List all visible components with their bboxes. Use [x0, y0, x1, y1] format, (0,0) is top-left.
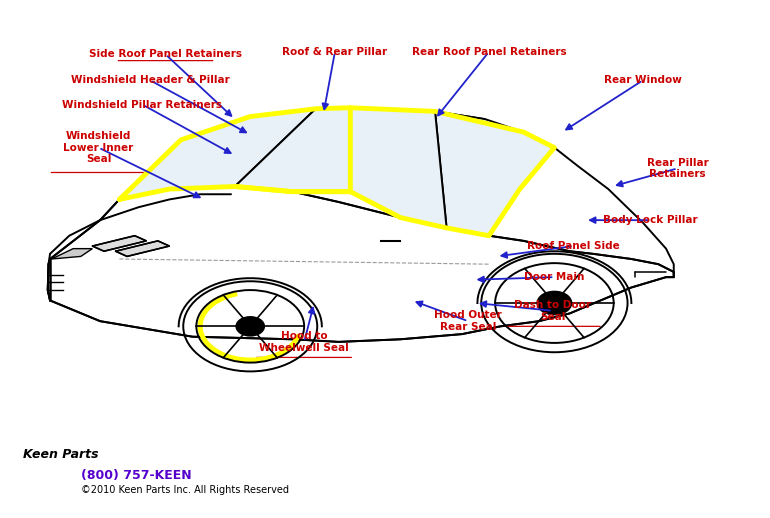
- Text: Windshield Pillar Retainers: Windshield Pillar Retainers: [62, 99, 223, 110]
- Text: (800) 757-KEEN: (800) 757-KEEN: [81, 469, 192, 482]
- Polygon shape: [92, 236, 146, 251]
- Polygon shape: [48, 186, 674, 342]
- Text: Door Main: Door Main: [524, 272, 584, 282]
- Text: Hood Outer
Rear Seal: Hood Outer Rear Seal: [434, 310, 502, 332]
- Polygon shape: [116, 241, 169, 256]
- Text: Roof Panel Side: Roof Panel Side: [527, 241, 620, 251]
- Circle shape: [236, 317, 264, 336]
- Polygon shape: [435, 111, 554, 236]
- Text: Dash to Door
Seal: Dash to Door Seal: [514, 300, 591, 322]
- Polygon shape: [52, 249, 92, 259]
- Polygon shape: [350, 108, 447, 228]
- Text: ©2010 Keen Parts Inc. All Rights Reserved: ©2010 Keen Parts Inc. All Rights Reserve…: [81, 485, 289, 495]
- Circle shape: [537, 292, 571, 314]
- Text: Keen Parts: Keen Parts: [23, 449, 99, 462]
- Text: Hood to
Wheelwell Seal: Hood to Wheelwell Seal: [259, 331, 349, 353]
- Text: Rear Pillar
Retainers: Rear Pillar Retainers: [647, 157, 708, 179]
- Text: Roof & Rear Pillar: Roof & Rear Pillar: [283, 47, 387, 57]
- Text: Rear Roof Panel Retainers: Rear Roof Panel Retainers: [412, 47, 566, 57]
- Text: Side Roof Panel Retainers: Side Roof Panel Retainers: [89, 49, 242, 60]
- Text: Body Lock Pillar: Body Lock Pillar: [604, 215, 698, 225]
- Text: Windshield
Lower Inner
Seal: Windshield Lower Inner Seal: [63, 131, 134, 164]
- Polygon shape: [235, 108, 350, 192]
- Text: Windshield Header & Pillar: Windshield Header & Pillar: [71, 75, 229, 85]
- Text: Rear Window: Rear Window: [604, 75, 682, 85]
- Polygon shape: [119, 109, 316, 199]
